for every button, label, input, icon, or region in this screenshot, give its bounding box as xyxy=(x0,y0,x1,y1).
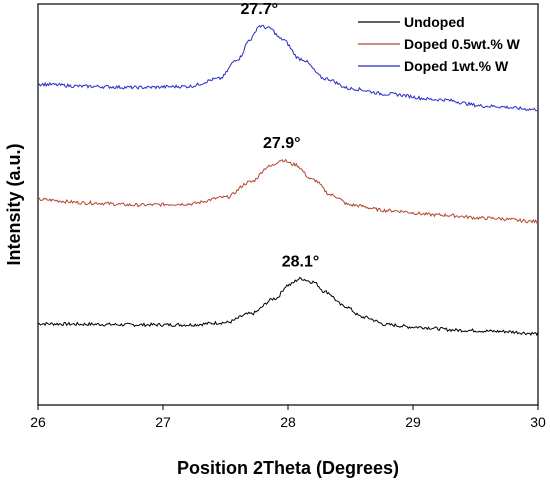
x-tick-label-0: 26 xyxy=(30,414,46,430)
x-tick-label-2: 28 xyxy=(280,414,296,430)
series-layer xyxy=(37,24,539,337)
peak-label-1: 27.9° xyxy=(263,135,301,152)
x-tick-label-3: 29 xyxy=(405,414,421,430)
x-tick-label-4: 30 xyxy=(530,414,546,430)
x-axis-title: Position 2Theta (Degrees) xyxy=(177,458,399,478)
tick-layer: 26 27 28 29 30 xyxy=(30,405,546,430)
annotation-layer: 27.7° 27.9° 28.1° xyxy=(240,1,319,271)
legend-label-2: Doped 1wt.% W xyxy=(404,58,509,74)
series-line-0 xyxy=(37,276,539,337)
x-tick-label-1: 27 xyxy=(155,414,171,430)
y-axis-title: Intensity (a.u.) xyxy=(4,143,24,265)
series-line-2 xyxy=(37,24,539,112)
peak-label-2: 28.1° xyxy=(282,254,320,271)
series-line-1 xyxy=(37,158,539,224)
legend-label-1: Doped 0.5wt.% W xyxy=(404,36,521,52)
peak-label-0: 27.7° xyxy=(240,1,278,18)
legend: Undoped Doped 0.5wt.% W Doped 1wt.% W xyxy=(358,14,521,74)
legend-label-0: Undoped xyxy=(404,14,465,30)
